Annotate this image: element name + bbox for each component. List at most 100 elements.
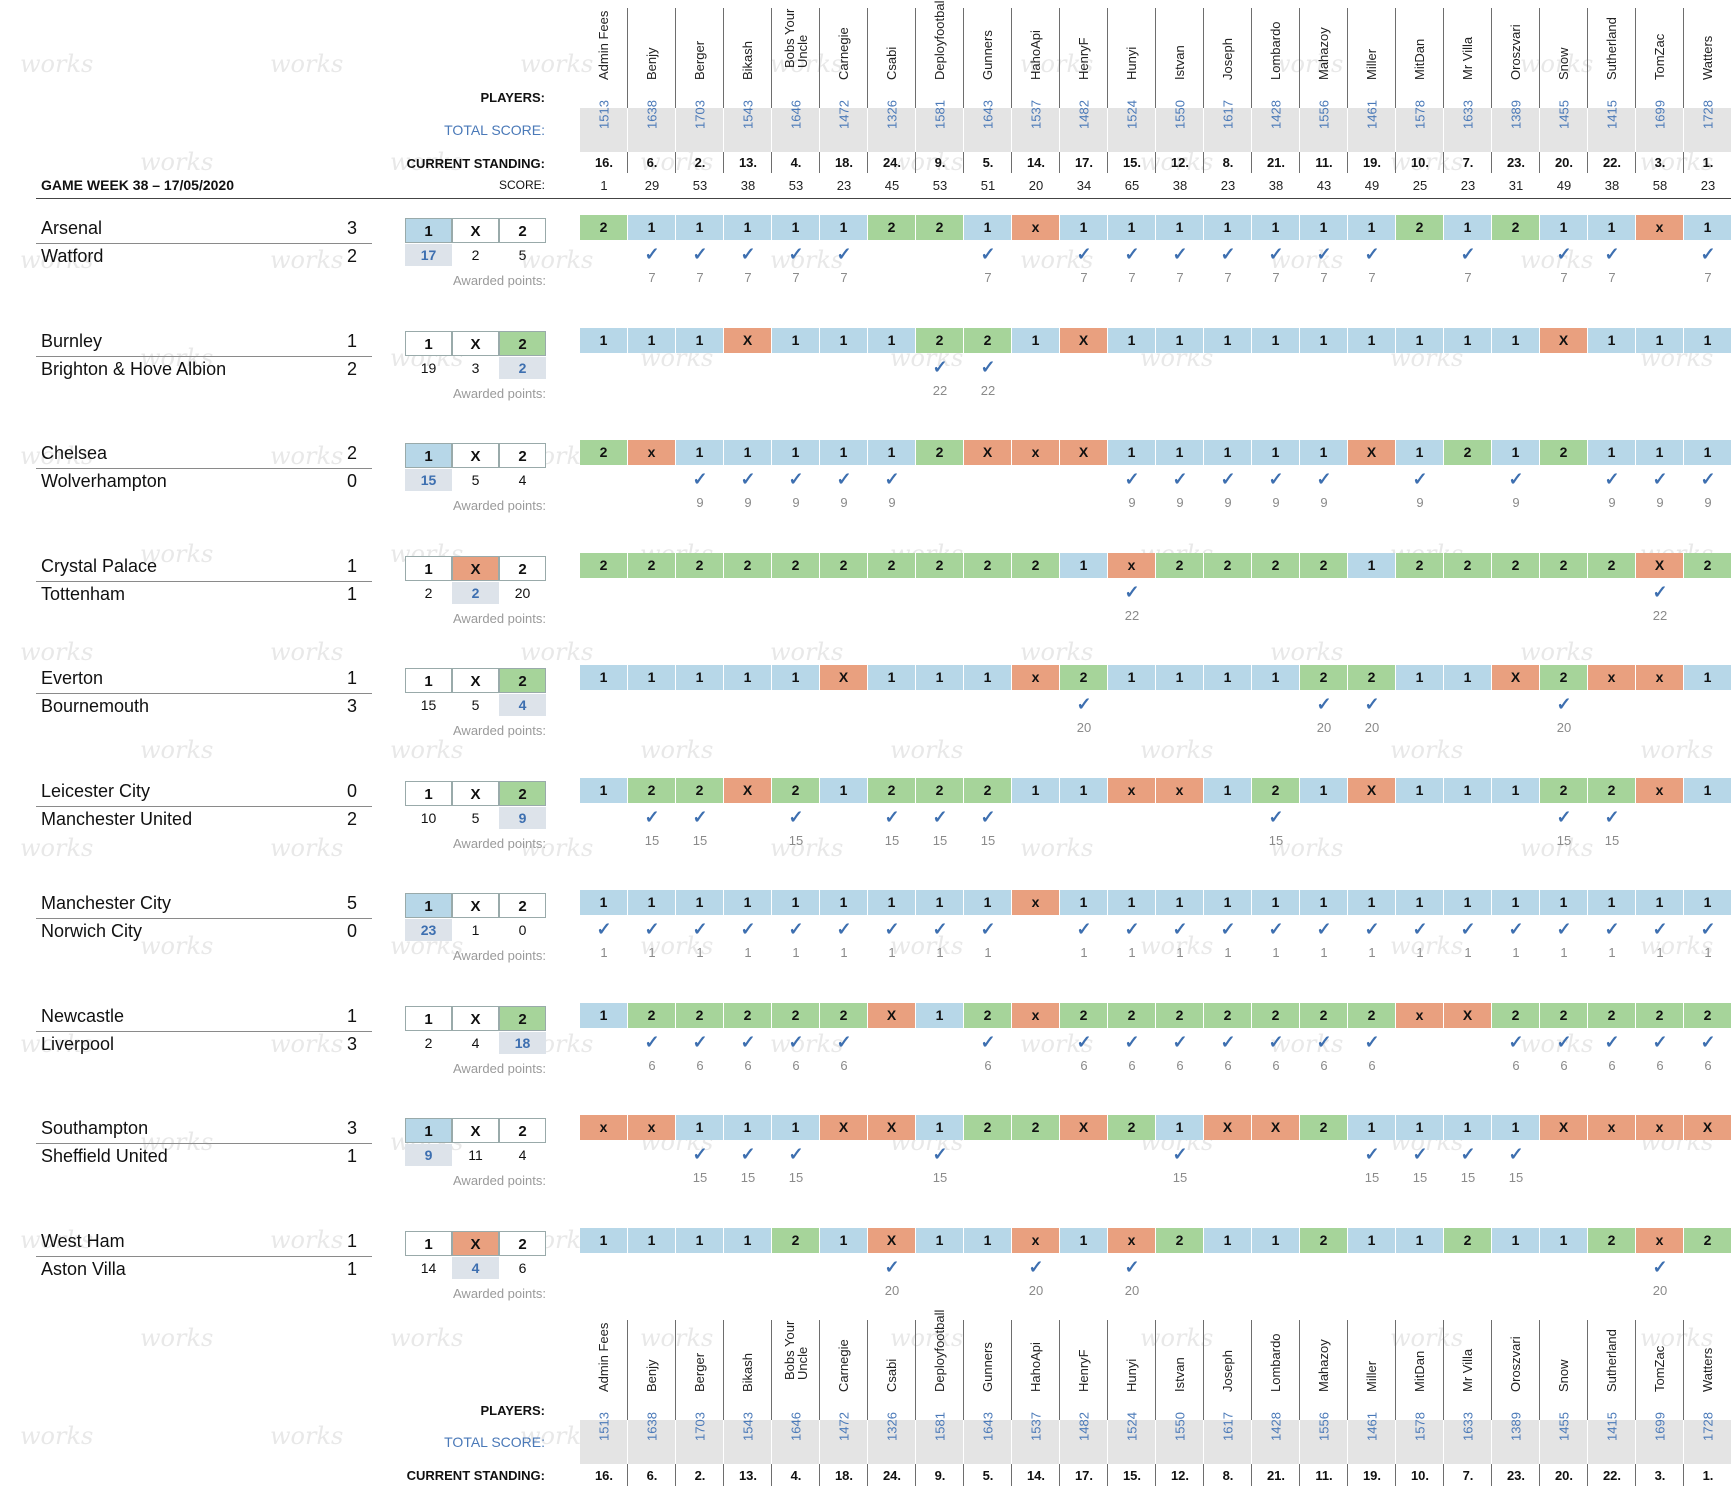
player-name-text: Mahazoy: [1316, 1339, 1331, 1392]
awarded-points-value: 6: [792, 1057, 800, 1073]
total-score-value: 1633: [1460, 1412, 1475, 1441]
awarded-points-value: 22: [1124, 607, 1140, 623]
player-pick: 1: [628, 890, 676, 915]
away-goals: 0: [346, 921, 357, 941]
player-week-score: 38: [1268, 178, 1284, 193]
awarded-points-value: 7: [984, 270, 992, 285]
bottom-player-total-score: 1537: [1012, 1412, 1060, 1464]
outcome-header-2: 2: [499, 780, 546, 806]
player-name-text: Sutherland: [1604, 17, 1619, 80]
bottom-player-total-score: 1646: [772, 1412, 820, 1464]
correct-check-icon: ✓: [1124, 244, 1140, 264]
player-pick: x: [1108, 777, 1156, 803]
player-pick: 2: [1012, 1115, 1060, 1140]
bottom-player-standing: 12.: [1170, 1468, 1190, 1483]
player-pick: 1: [1348, 1227, 1396, 1253]
correct-check-icon: ✓: [740, 469, 756, 489]
top-player-standing: 22.: [1602, 155, 1622, 170]
watermark-text: works: [1520, 50, 1594, 78]
correct-check-icon: ✓: [1124, 919, 1140, 939]
awarded-points-value: 7: [1080, 270, 1088, 285]
correct-check-icon: ✓: [980, 356, 996, 377]
player-pick: x: [1012, 890, 1060, 915]
top-column-divider: [1539, 8, 1540, 173]
player-week-score: 38: [1172, 178, 1188, 193]
top-player-total-score: 1415: [1588, 100, 1636, 152]
total-score-value: 1428: [1268, 100, 1283, 129]
player-pick: 1: [580, 890, 628, 915]
top-column-divider: [819, 8, 820, 173]
awarded-points-value: 15: [788, 832, 804, 848]
player-pick: 1: [724, 890, 772, 915]
top-player-total-score: 1472: [820, 100, 868, 152]
bottom-column-divider: [1251, 1320, 1252, 1486]
away-goals: 1: [346, 1258, 357, 1279]
awarded-points-value: 9: [1656, 495, 1664, 510]
total-score-value: 1699: [1652, 100, 1667, 129]
player-week-score: 38: [740, 178, 756, 193]
awarded-points-value: 6: [1272, 1057, 1280, 1073]
correct-check-icon: ✓: [1556, 244, 1572, 264]
total-score-value: 1455: [1556, 100, 1571, 129]
outcome-count: 11: [468, 1147, 483, 1163]
bottom-column-divider: [1635, 1320, 1636, 1486]
awarded-points-value: 1: [1080, 945, 1088, 960]
bottom-column-divider: [1107, 1320, 1108, 1486]
player-pick: 2: [580, 552, 628, 578]
top-player-standing: 6.: [646, 155, 658, 170]
player-pick: 2: [916, 777, 964, 803]
team-separator: [36, 580, 372, 582]
total-score-value: 1415: [1604, 100, 1619, 129]
awarded-points-value: 7: [1560, 270, 1568, 285]
player-week-score: 31: [1508, 178, 1524, 193]
player-name-text: Hunyi: [1124, 1358, 1139, 1392]
awarded-points-value: 1: [1176, 945, 1184, 960]
watermark-text: works: [270, 442, 344, 470]
player-name-text: Oroszvari: [1508, 1336, 1523, 1392]
awarded-points-value: 6: [744, 1057, 752, 1073]
total-score-value: 1461: [1364, 100, 1379, 129]
player-week-score: 23: [1220, 178, 1236, 193]
team-separator: [36, 693, 372, 694]
bottom-player-name: HenryF: [1065, 1320, 1103, 1406]
awarded-points-value: 9: [1320, 495, 1328, 510]
player-pick: 1: [1588, 890, 1636, 915]
top-player-total-score: 1617: [1204, 100, 1252, 152]
top-player-standing: 8.: [1222, 155, 1234, 170]
correct-check-icon: ✓: [644, 806, 660, 827]
outcome-count: 20: [514, 584, 531, 601]
outcome-header-x: X: [452, 1230, 499, 1256]
home-team-name: Leicester City: [41, 780, 151, 801]
awarded-points-value: 1: [1464, 945, 1472, 960]
player-pick: 2: [1588, 1227, 1636, 1253]
bottom-player-name: Gunners: [969, 1320, 1007, 1406]
total-score-value: 1638: [644, 1412, 659, 1441]
player-pick: 1: [676, 665, 724, 690]
home-team-name: Manchester City: [41, 893, 172, 913]
bottom-player-standing: 19.: [1362, 1468, 1382, 1483]
correct-check-icon: ✓: [1220, 469, 1236, 489]
awarded-points-value: 9: [840, 495, 848, 510]
total-score-value: 1472: [836, 1412, 851, 1441]
player-pick: 2: [1540, 1002, 1588, 1028]
bottom-player-standing: 10.: [1410, 1468, 1430, 1483]
top-player-name: Mahazoy: [1305, 8, 1343, 94]
player-pick: 1: [868, 327, 916, 353]
total-score-value: 1389: [1508, 100, 1523, 129]
player-pick: X: [1540, 327, 1588, 353]
team-separator: [36, 1030, 372, 1032]
top-column-divider: [1443, 8, 1444, 173]
correct-check-icon: ✓: [1700, 244, 1716, 264]
top-player-name: Csabi: [873, 8, 911, 94]
top-player-standing: 20.: [1554, 155, 1574, 170]
awarded-points-value: 15: [932, 1170, 948, 1185]
player-pick: 1: [1396, 777, 1444, 803]
correct-check-icon: ✓: [1604, 806, 1620, 827]
player-pick: 2: [1012, 552, 1060, 578]
player-pick: 1: [724, 1227, 772, 1253]
correct-check-icon: ✓: [1172, 1144, 1188, 1164]
outcome-count: 15: [405, 469, 452, 491]
correct-check-icon: ✓: [884, 919, 900, 939]
correct-check-icon: ✓: [980, 806, 996, 827]
total-score-value: 1646: [788, 1412, 803, 1441]
